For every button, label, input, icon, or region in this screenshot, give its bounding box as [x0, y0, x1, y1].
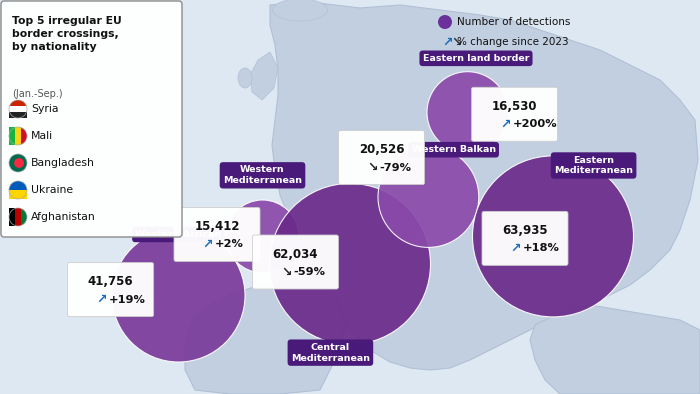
Text: ↗: ↗ — [442, 35, 452, 48]
Ellipse shape — [226, 200, 299, 273]
Polygon shape — [530, 305, 700, 394]
Ellipse shape — [473, 156, 634, 317]
Text: (Jan.-Sep.): (Jan.-Sep.) — [12, 89, 62, 99]
FancyBboxPatch shape — [482, 211, 568, 266]
Text: Ukraine: Ukraine — [31, 185, 73, 195]
Text: +200%: +200% — [512, 119, 557, 129]
Polygon shape — [270, 2, 698, 370]
Text: Western African: Western African — [135, 230, 222, 239]
Text: 41,756: 41,756 — [88, 275, 134, 288]
FancyBboxPatch shape — [68, 262, 153, 317]
Text: ↗: ↗ — [510, 242, 521, 255]
Circle shape — [438, 15, 452, 29]
Text: ↘: ↘ — [281, 266, 291, 279]
Text: Top 5 irregular EU
border crossings,
by nationality: Top 5 irregular EU border crossings, by … — [12, 16, 122, 52]
Text: Eastern land border: Eastern land border — [423, 54, 529, 63]
Text: +2%: +2% — [215, 240, 244, 249]
Circle shape — [9, 208, 27, 226]
Text: -59%: -59% — [293, 267, 326, 277]
Ellipse shape — [112, 229, 245, 362]
Text: ↗: ↗ — [96, 293, 106, 306]
Text: ↗: ↗ — [500, 118, 510, 131]
Text: ↗: ↗ — [202, 238, 213, 251]
Circle shape — [14, 158, 24, 168]
Text: 20,526: 20,526 — [358, 143, 405, 156]
Bar — [9, 127, 15, 145]
FancyBboxPatch shape — [339, 130, 424, 185]
Text: Central
Mediterranean: Central Mediterranean — [291, 343, 370, 362]
Circle shape — [9, 181, 27, 199]
Text: Eastern
Mediterranean: Eastern Mediterranean — [554, 156, 633, 175]
FancyBboxPatch shape — [1, 1, 182, 237]
Text: Number of detections: Number of detections — [457, 17, 570, 27]
Text: Bangladesh: Bangladesh — [31, 158, 95, 168]
Ellipse shape — [270, 184, 430, 344]
Text: Afghanistan: Afghanistan — [31, 212, 96, 222]
Ellipse shape — [378, 147, 479, 247]
Text: -79%: -79% — [379, 163, 412, 173]
Text: +19%: +19% — [108, 295, 146, 305]
Bar — [9, 106, 27, 112]
Polygon shape — [250, 52, 278, 100]
Bar — [9, 190, 27, 199]
Wedge shape — [9, 109, 27, 118]
Text: 16,530: 16,530 — [491, 100, 538, 113]
FancyBboxPatch shape — [253, 235, 338, 289]
Text: 63,935: 63,935 — [502, 224, 548, 237]
Text: Syria: Syria — [31, 104, 59, 114]
Polygon shape — [185, 278, 345, 394]
Ellipse shape — [272, 0, 328, 21]
FancyBboxPatch shape — [472, 87, 557, 141]
Bar — [9, 208, 15, 226]
Text: Mali: Mali — [31, 131, 53, 141]
Ellipse shape — [238, 68, 252, 88]
Ellipse shape — [427, 72, 508, 153]
Bar — [15, 208, 21, 226]
Text: 62,034: 62,034 — [272, 247, 318, 260]
Text: +18%: +18% — [523, 243, 560, 253]
FancyBboxPatch shape — [174, 207, 260, 262]
Circle shape — [9, 100, 27, 118]
Bar — [15, 127, 21, 145]
Text: Western Balkan: Western Balkan — [412, 145, 496, 154]
Text: ↘: ↘ — [367, 161, 377, 174]
Text: 15,412: 15,412 — [195, 220, 239, 233]
Text: Western
Mediterranean: Western Mediterranean — [223, 165, 302, 185]
Circle shape — [9, 154, 27, 172]
Circle shape — [9, 127, 27, 145]
Text: % change since 2023: % change since 2023 — [457, 37, 568, 47]
Text: ↘: ↘ — [451, 35, 461, 48]
Bar — [9, 112, 27, 118]
